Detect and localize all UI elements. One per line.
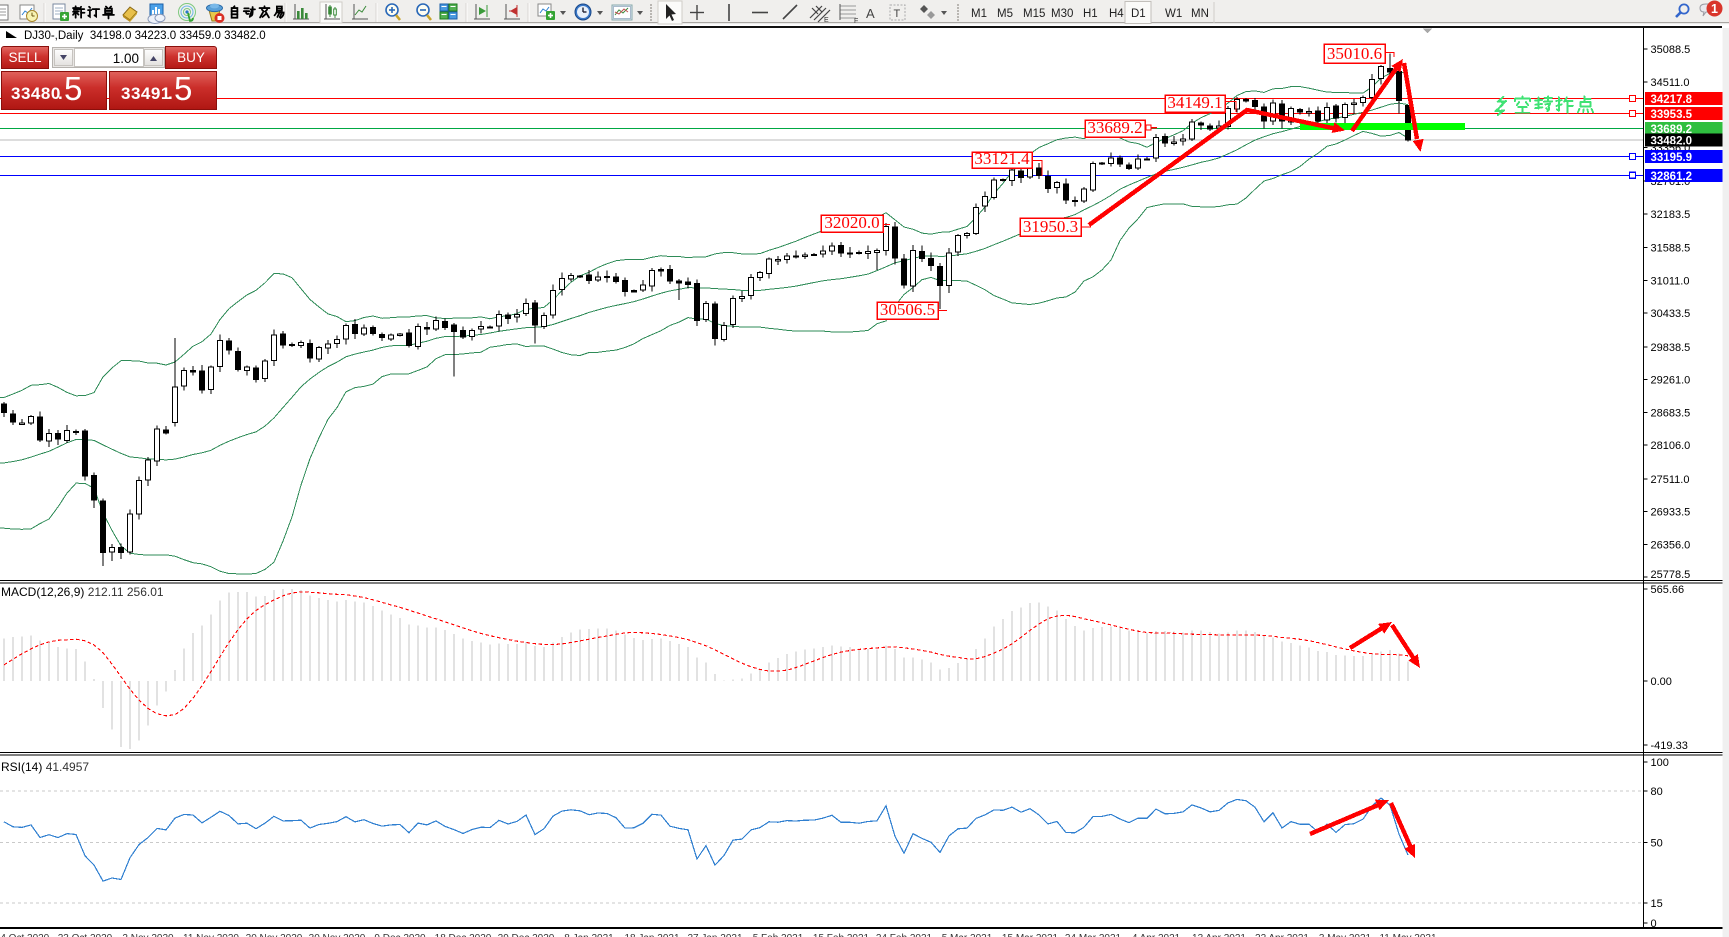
- svg-text:32020.0: 32020.0: [824, 213, 879, 232]
- svg-text:33121.4: 33121.4: [974, 149, 1030, 168]
- svg-text:15: 15: [1651, 898, 1663, 910]
- svg-text:80: 80: [1651, 786, 1663, 798]
- svg-text:2 Nov 2020: 2 Nov 2020: [122, 933, 174, 937]
- svg-text:50: 50: [1651, 838, 1663, 850]
- svg-text:11 May 2021: 11 May 2021: [1379, 933, 1437, 937]
- svg-text:34149.1: 34149.1: [1167, 93, 1222, 112]
- svg-text:F: F: [854, 18, 858, 25]
- svg-text:28106.0: 28106.0: [1651, 440, 1691, 452]
- svg-text:5 Feb 2021: 5 Feb 2021: [753, 933, 804, 937]
- svg-text:E: E: [824, 17, 829, 24]
- svg-text:28683.5: 28683.5: [1651, 407, 1691, 419]
- svg-text:D1: D1: [1131, 8, 1146, 20]
- svg-text:-419.33: -419.33: [1651, 740, 1688, 752]
- svg-text:32861.2: 32861.2: [1651, 171, 1693, 183]
- svg-text:35010.6: 35010.6: [1327, 44, 1382, 63]
- svg-text:15 Feb 2021: 15 Feb 2021: [813, 933, 870, 937]
- svg-text:13 Apr 2021: 13 Apr 2021: [1192, 933, 1246, 937]
- svg-text:5 Mar 2021: 5 Mar 2021: [942, 933, 993, 937]
- svg-text:A: A: [866, 6, 875, 21]
- svg-text:29261.0: 29261.0: [1651, 375, 1691, 387]
- svg-text:9 Dec 2020: 9 Dec 2020: [374, 933, 426, 937]
- svg-text:27 Jan 2021: 27 Jan 2021: [687, 933, 742, 937]
- svg-text:26933.5: 26933.5: [1651, 507, 1691, 519]
- svg-text:33482.0: 33482.0: [1651, 136, 1693, 148]
- svg-text:24 Feb 2021: 24 Feb 2021: [876, 933, 933, 937]
- svg-text:H4: H4: [1109, 8, 1124, 20]
- svg-text:30 Nov 2020: 30 Nov 2020: [309, 933, 366, 937]
- svg-text:29 Dec 2020: 29 Dec 2020: [498, 933, 555, 937]
- svg-text:H1: H1: [1083, 8, 1098, 20]
- svg-text:MN: MN: [1191, 8, 1209, 20]
- svg-text:MACD(12,26,9) 212.11 256.01: MACD(12,26,9) 212.11 256.01: [1, 585, 164, 599]
- svg-text:33953.5: 33953.5: [1651, 109, 1693, 121]
- svg-text:31011.0: 31011.0: [1651, 275, 1690, 287]
- svg-text:565.66: 565.66: [1651, 584, 1685, 596]
- svg-text:27511.0: 27511.0: [1651, 474, 1690, 486]
- svg-text:24 Mar 2021: 24 Mar 2021: [1065, 933, 1122, 937]
- svg-text:34217.8: 34217.8: [1651, 94, 1693, 106]
- svg-text:33689.2: 33689.2: [1087, 118, 1142, 137]
- svg-text:0.00: 0.00: [1651, 676, 1672, 688]
- svg-text:T: T: [894, 8, 901, 20]
- svg-text:26356.0: 26356.0: [1651, 539, 1691, 551]
- svg-text:30506.5: 30506.5: [880, 300, 935, 319]
- svg-text:33195.9: 33195.9: [1651, 152, 1693, 164]
- svg-text:14 Oct 2020: 14 Oct 2020: [0, 933, 50, 937]
- svg-text:11 Nov 2020: 11 Nov 2020: [183, 933, 239, 937]
- svg-text:1: 1: [1711, 2, 1718, 16]
- svg-text:23 Oct 2020: 23 Oct 2020: [58, 933, 113, 937]
- svg-text:18 Jan 2021: 18 Jan 2021: [624, 933, 679, 937]
- svg-text:M1: M1: [971, 8, 987, 20]
- svg-text:18 Dec 2020: 18 Dec 2020: [435, 933, 492, 937]
- svg-text:32183.5: 32183.5: [1651, 209, 1691, 221]
- svg-text:3 May 2021: 3 May 2021: [1319, 933, 1372, 937]
- svg-text:30433.5: 30433.5: [1651, 308, 1691, 320]
- svg-text:34511.0: 34511.0: [1651, 77, 1690, 89]
- svg-text:15 Mar 2021: 15 Mar 2021: [1002, 933, 1059, 937]
- svg-text:33689.2: 33689.2: [1651, 124, 1693, 136]
- svg-text:29838.5: 29838.5: [1651, 342, 1691, 354]
- svg-text:M30: M30: [1051, 8, 1073, 20]
- svg-text:W1: W1: [1165, 8, 1182, 20]
- svg-text:0: 0: [1651, 918, 1657, 930]
- svg-text:31588.5: 31588.5: [1651, 243, 1691, 255]
- svg-text:100: 100: [1651, 757, 1669, 769]
- svg-text:35088.5: 35088.5: [1651, 44, 1691, 56]
- svg-text:M15: M15: [1023, 8, 1045, 20]
- svg-text:25778.5: 25778.5: [1651, 569, 1691, 581]
- svg-text:31950.3: 31950.3: [1023, 217, 1078, 236]
- svg-text:8 Jan 2021: 8 Jan 2021: [564, 933, 614, 937]
- svg-text:22 Apr 2021: 22 Apr 2021: [1255, 933, 1309, 937]
- svg-text:20 Nov 2020: 20 Nov 2020: [246, 933, 303, 937]
- svg-text:RSI(14) 41.4957: RSI(14) 41.4957: [1, 760, 89, 774]
- svg-text:4 Apr 2021: 4 Apr 2021: [1132, 933, 1181, 937]
- svg-text:M5: M5: [997, 8, 1013, 20]
